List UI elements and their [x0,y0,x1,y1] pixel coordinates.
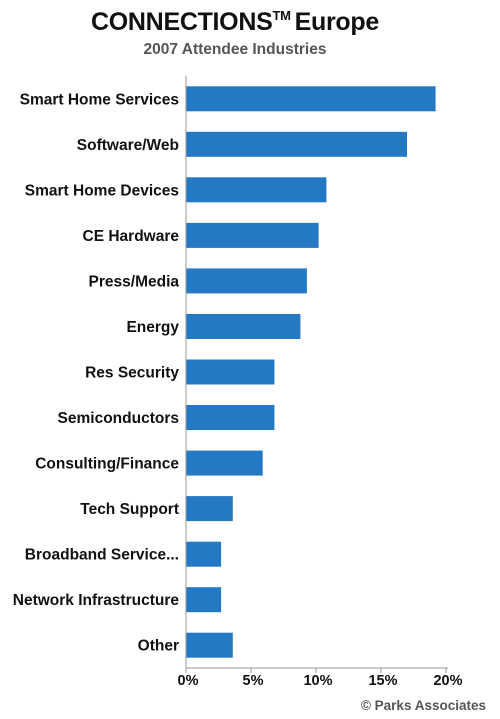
bar-network-infrastructure [186,587,222,613]
chart-title-main: CONNECTIONS [91,8,273,36]
bar-press-media [186,268,307,294]
x-tick-label: 0% [178,673,199,689]
category-label: Broadband Service... [25,547,179,564]
chart-subtitle: 2007 Attendee Industries [143,41,327,58]
category-label: Smart Home Services [20,91,179,108]
category-label: Tech Support [80,501,179,518]
category-label: Other [138,638,179,655]
bar-semiconductors [186,405,275,430]
bar-smart-home-devices [186,177,327,203]
bar-other [186,632,233,658]
category-label: Smart Home Devices [25,182,179,199]
category-label: Energy [126,319,179,336]
category-label: Semiconductors [58,410,179,427]
category-label: Press/Media [89,273,180,290]
x-tick-label: 20% [433,673,462,689]
category-label: Res Security [85,365,179,382]
category-label: Software/Web [77,137,179,154]
bar-consulting-finance [186,450,263,476]
bar-ce-hardware [186,222,319,248]
bar-res-security [186,359,275,385]
category-label: CE Hardware [83,228,180,245]
bar-energy [186,314,301,339]
chart-title-suffix: Europe [294,8,380,36]
trademark-mark: TM [272,8,291,23]
bar-broadband-service [186,541,222,567]
source-credit: © Parks Associates [360,698,486,713]
bar-smart-home-services [186,86,436,112]
bar-software-web [186,131,407,157]
x-tick-label: 5% [243,673,264,689]
chart-title: CONNECTIONSTM Europe [0,8,470,37]
x-tick-label: 10% [303,673,332,689]
x-tick-label: 15% [368,673,397,689]
category-label: Network Infrastructure [13,592,180,609]
category-label: Consulting/Finance [35,456,179,473]
bar-tech-support [186,496,233,522]
